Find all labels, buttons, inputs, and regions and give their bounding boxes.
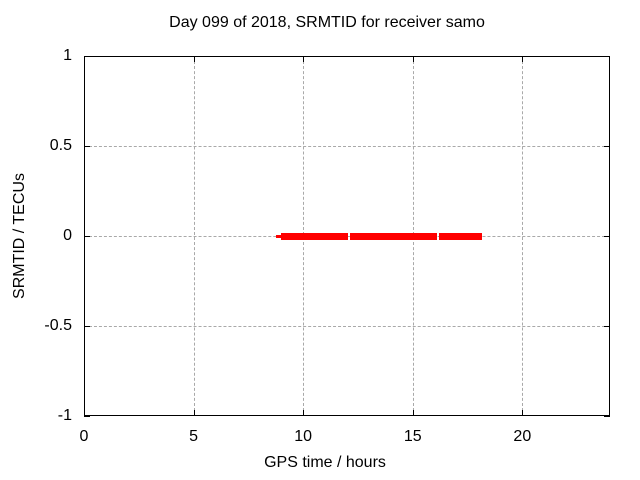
tick-y-left-1 [84,56,90,57]
x-axis-label: GPS time / hours [264,454,386,471]
tick-x-bottom-0 [84,410,85,416]
y-tick-label-1: 1 [63,47,72,64]
tick-x-bottom-5 [193,410,195,416]
tick-y-right--0.5 [604,326,610,327]
x-tick-label-15: 15 [403,428,422,445]
y-tick-label-0: 0 [63,227,72,244]
tick-x-top-5 [193,56,195,62]
y-axis-label: SRMTID / TECUs [11,173,28,299]
tick-y-right-0.5 [604,146,610,147]
tick-x-bottom-10 [303,410,305,416]
tick-y-right-0 [604,236,610,237]
y-tick-label--1: -1 [57,407,72,424]
y-tick-label-0.5: 0.5 [49,137,72,154]
x-tick-label-20: 20 [513,428,532,445]
series-segment-0 [275,234,282,238]
x-tick-label-5: 5 [189,428,199,445]
x-tick-label-0: 0 [79,428,89,445]
tick-x-top-0 [84,56,85,62]
tick-y-left-0 [84,236,90,237]
chart-title: Day 099 of 2018, SRMTID for receiver sam… [169,14,485,31]
tick-x-bottom-20 [522,410,524,416]
y-tick-label--0.5: -0.5 [44,317,72,334]
tick-x-bottom-15 [412,410,414,416]
tick-y-left--0.5 [84,326,90,327]
tick-y-left--1 [84,416,90,417]
gridline-y-0.5 [84,146,610,147]
series-segment-2 [350,232,437,240]
gridline-y--0.5 [84,326,610,327]
x-tick-label-10: 10 [294,428,313,445]
tick-y-left-0.5 [84,146,90,147]
tick-y-right--1 [604,416,610,417]
tick-x-top-10 [303,56,305,62]
plot-area [84,56,610,417]
series-segment-3 [439,232,482,240]
series-segment-1 [281,232,349,240]
tick-x-top-20 [522,56,524,62]
tick-x-top-15 [412,56,414,62]
tick-y-right-1 [604,56,610,57]
